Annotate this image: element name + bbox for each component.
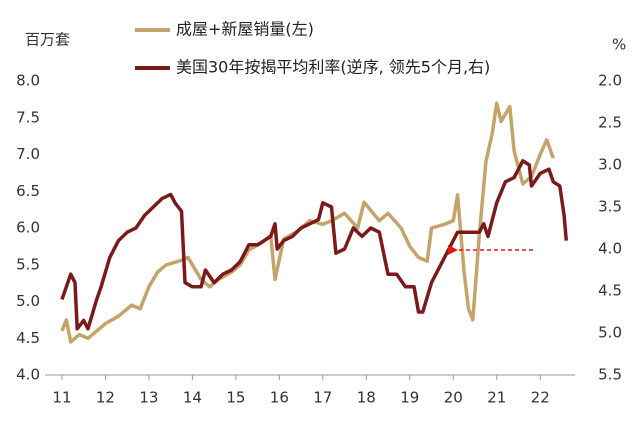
series-line: [60, 101, 555, 344]
legend-label: 成屋+新屋销量(左): [176, 20, 314, 39]
x-tick-label: 12: [96, 389, 115, 407]
y2-tick-label: 4.5: [598, 282, 622, 300]
x-tick-label: 22: [531, 389, 550, 407]
y-tick-label: 4.0: [16, 366, 40, 384]
y2-tick-label: 3.5: [598, 198, 622, 216]
x-tick-label: 11: [52, 389, 71, 407]
x-tick-label: 20: [444, 389, 463, 407]
y-tick-label: 6.5: [16, 182, 40, 200]
y2-tick-label: 5.0: [598, 324, 622, 342]
y-tick-label: 5.0: [16, 292, 40, 310]
y-tick-label: 4.5: [16, 329, 40, 347]
x-tick-label: 13: [139, 389, 158, 407]
x-tick-label: 21: [487, 389, 506, 407]
y2-tick-label: 3.0: [598, 156, 622, 174]
y-tick-label: 6.0: [16, 219, 40, 237]
y-axis-label: 百万套: [25, 31, 70, 49]
y-tick-label: 5.5: [16, 255, 40, 273]
legend-label: 美国30年按揭平均利率(逆序, 领先5个月,右): [176, 58, 490, 77]
x-tick-label: 17: [313, 389, 332, 407]
y2-tick-label: 5.5: [598, 366, 622, 384]
x-tick-label: 18: [357, 389, 376, 407]
y2-tick-label: 2.0: [598, 72, 622, 90]
x-tick-label: 16: [270, 389, 289, 407]
y-tick-label: 7.0: [16, 145, 40, 163]
x-tick-label: 14: [183, 389, 202, 407]
series-line: [60, 159, 569, 331]
y2-axis-label: %: [612, 36, 626, 54]
y2-tick-label: 2.5: [598, 114, 622, 132]
y-tick-label: 7.5: [16, 108, 40, 126]
x-tick-label: 15: [226, 389, 245, 407]
y2-tick-label: 4.0: [598, 240, 622, 258]
x-tick-label: 19: [400, 389, 419, 407]
y-tick-label: 8.0: [16, 72, 40, 90]
